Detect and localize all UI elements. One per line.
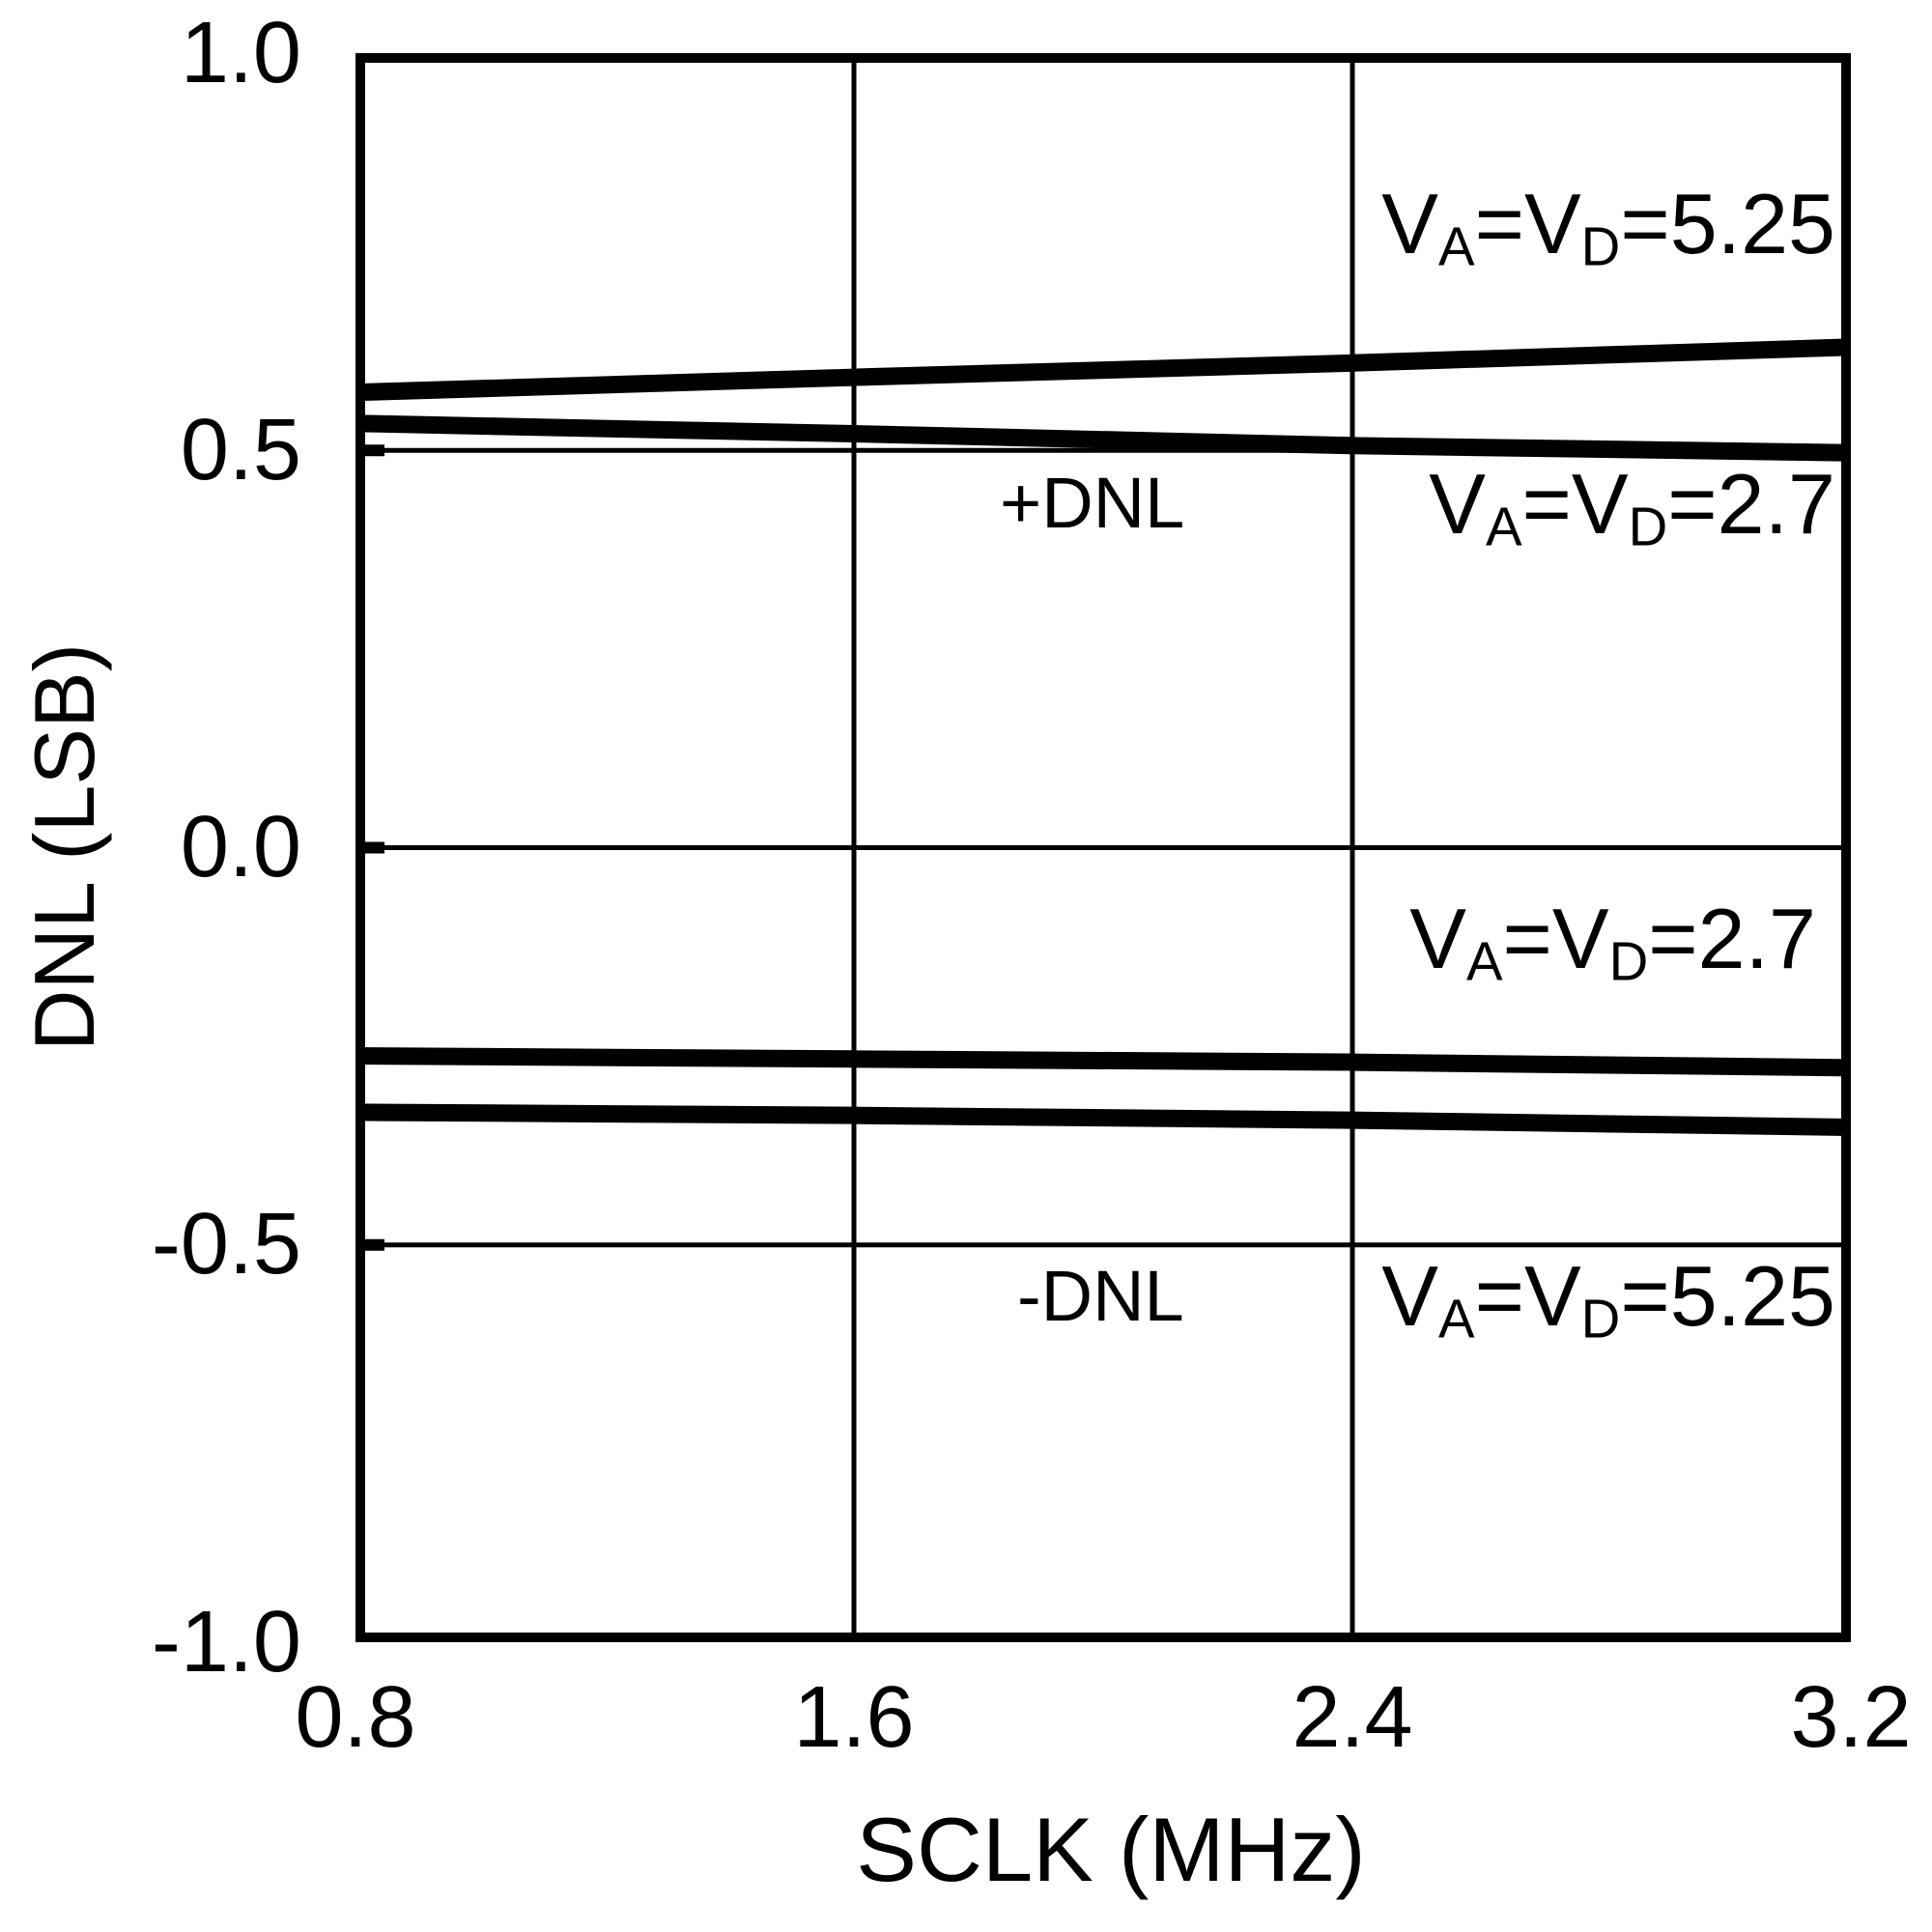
y-tick-label--1.0: -1.0 <box>151 1594 301 1690</box>
annotation-text: V <box>1429 456 1486 552</box>
annotation-text: =V <box>1502 891 1609 986</box>
series-line-2 <box>355 1046 1851 1077</box>
x-axis-title: SCLK (MHz) <box>856 1799 1366 1900</box>
annotation-text: =2.7 <box>1667 456 1835 552</box>
annotation-text: =2.7 <box>1648 891 1816 986</box>
y-tick-label--0.5: -0.5 <box>151 1196 301 1293</box>
series-line-0 <box>355 338 1851 402</box>
annotation-text: =V <box>1474 176 1581 271</box>
annotation-subscript: D <box>1580 215 1621 277</box>
plot-area <box>355 53 1851 1642</box>
y-tick-label-0.0: 0.0 <box>180 799 301 895</box>
annotation-text: V <box>1381 1248 1438 1344</box>
x-tick-label-0.8: 0.8 <box>295 1669 416 1766</box>
annotation-plus-dnl: +DNL <box>1000 463 1185 543</box>
y-tick-label-0.5: 0.5 <box>180 402 301 498</box>
x-tick-label-2.4: 2.4 <box>1292 1669 1413 1766</box>
annotation-subscript: A <box>1465 930 1503 992</box>
plot-svg <box>355 53 1851 1642</box>
annotation-subscript: D <box>1608 930 1649 992</box>
annotation-minus-dnl: -DNL <box>1017 1256 1184 1336</box>
annotation-subscript: D <box>1628 496 1668 557</box>
annotation-text: =5.25 <box>1620 176 1835 271</box>
annotation-text: =V <box>1521 456 1629 552</box>
x-tick-label-1.6: 1.6 <box>793 1669 915 1766</box>
series-line-3 <box>355 1103 1851 1137</box>
annotation-subscript: A <box>1438 215 1475 277</box>
annotation-text: =V <box>1474 1248 1581 1344</box>
y-tick-label-1.0: 1.0 <box>180 5 301 101</box>
annotation-va-vd-5.25-bottom: VA=VD=5.25 <box>1063 1254 1835 1347</box>
annotation-subscript: A <box>1485 496 1522 557</box>
annotation-subscript: A <box>1438 1288 1475 1350</box>
annotation-text: V <box>1409 891 1466 986</box>
plot-border <box>355 53 1851 1642</box>
annotation-va-vd-5.25-top: VA=VD=5.25 <box>1063 182 1835 274</box>
series-line-1 <box>355 414 1851 462</box>
annotation-text: V <box>1381 176 1438 271</box>
y-axis-title: DNL (LSB) <box>16 642 112 1052</box>
annotation-text: =5.25 <box>1620 1248 1835 1344</box>
x-tick-label-3.2: 3.2 <box>1790 1669 1912 1766</box>
annotation-va-vd-2.7-plus: VA=VD=2.7 <box>1063 462 1835 554</box>
annotation-subscript: D <box>1580 1288 1621 1350</box>
annotation-va-vd-2.7-minus: VA=VD=2.7 <box>1063 896 1816 989</box>
